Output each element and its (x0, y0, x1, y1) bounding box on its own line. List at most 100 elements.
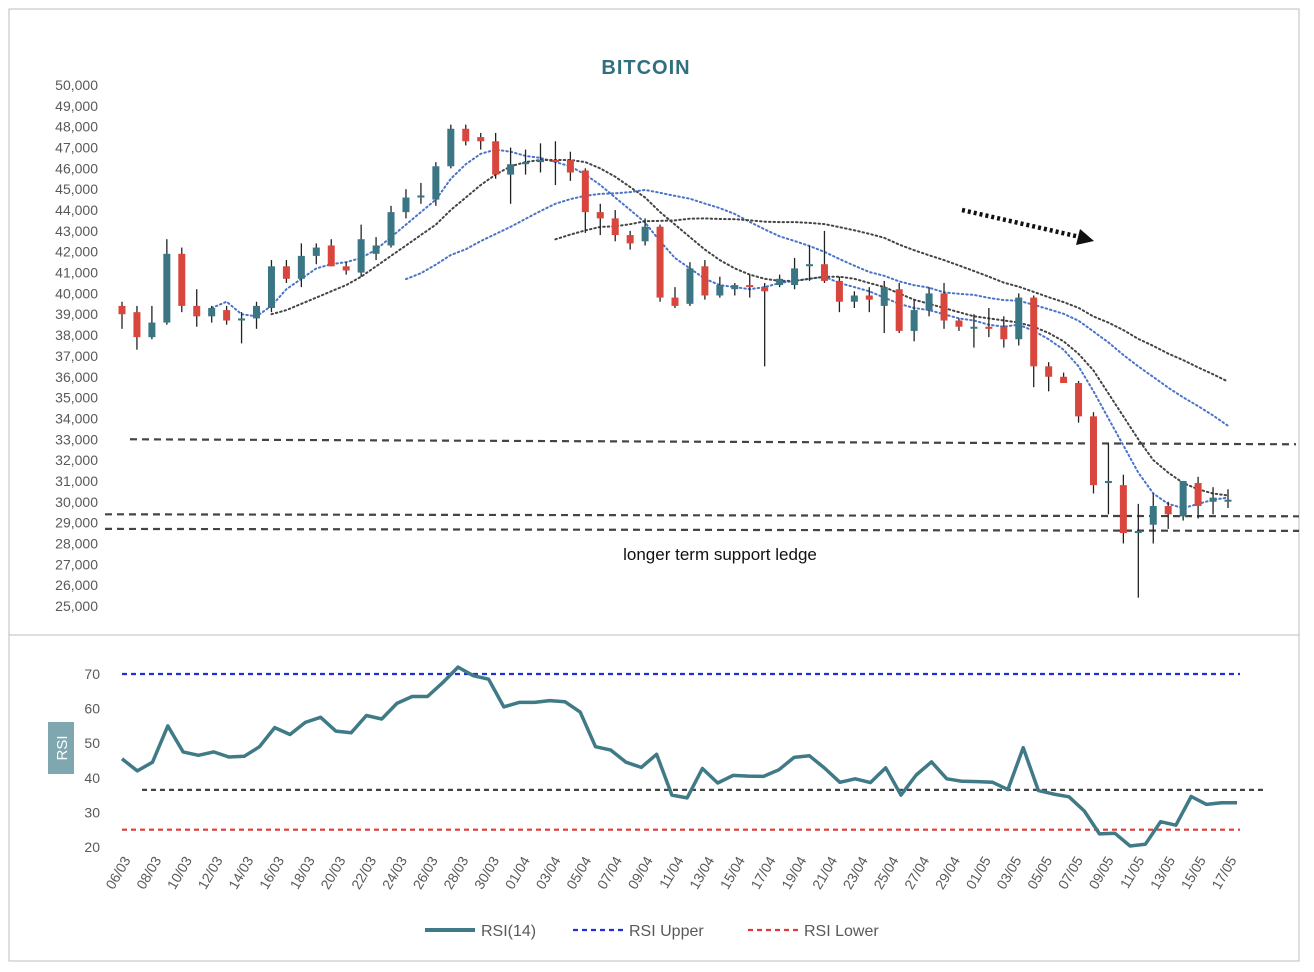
candle-body (970, 326, 978, 329)
candle-body (492, 141, 500, 175)
candle-body (522, 162, 530, 165)
candle-body (477, 137, 485, 142)
legend-label: RSI(14) (481, 923, 536, 940)
candle-body (148, 322, 156, 338)
candle-body (1060, 376, 1068, 384)
candle-body (223, 310, 231, 321)
candle-body (163, 253, 171, 323)
price-tick-label: 47,000 (55, 140, 98, 156)
candlesticks (118, 124, 1232, 598)
price-tick-label: 26,000 (55, 577, 98, 593)
candle-body (1030, 297, 1038, 367)
candle-body (955, 320, 963, 327)
candle-body (357, 239, 365, 273)
candle-body (507, 164, 515, 175)
candle-body (985, 326, 993, 329)
candle-body (1075, 383, 1083, 417)
candle-body (432, 166, 440, 200)
candle-body (238, 318, 246, 321)
ma-slow-dark-line (554, 217, 1229, 383)
price-tick-label: 36,000 (55, 369, 98, 385)
candle-body (806, 264, 814, 267)
candle-body (925, 293, 933, 311)
candle-body (1209, 497, 1217, 502)
candle-body (1000, 326, 1008, 340)
candle-body (596, 212, 604, 219)
candle-body (208, 307, 216, 317)
legend-label: RSI Lower (804, 923, 879, 940)
candle-body (611, 218, 619, 236)
rsi-legend: RSI(14) RSI Upper RSI Lower (425, 923, 879, 940)
rsi-x-axis: 06/03 08/03 10/03 12/03 14/03 16/03 18/03 20/03… (102, 853, 1239, 892)
candle-body (761, 287, 769, 292)
candle-body (626, 235, 634, 244)
chart-title: BITCOIN (601, 57, 690, 79)
candle-body (850, 295, 858, 302)
price-tick-label: 46,000 (55, 160, 98, 176)
candle-body (178, 253, 186, 306)
price-tick-label: 43,000 (55, 223, 98, 239)
rsi-tick-label: 70 (84, 666, 100, 682)
price-tick-label: 25,000 (55, 598, 98, 614)
price-tick-label: 45,000 (55, 181, 98, 197)
candle-body (1149, 505, 1157, 525)
rsi-axis-label: RSI (54, 735, 71, 760)
candle-body (342, 266, 350, 271)
rsi-tick-label: 50 (84, 735, 100, 751)
rsi-line (120, 665, 1237, 848)
candle-body (656, 226, 664, 298)
trend-arrow-head (1076, 229, 1094, 245)
candle-body (193, 305, 201, 317)
candle-body (865, 295, 873, 300)
candle-body (1164, 505, 1172, 515)
candle-body (835, 280, 843, 302)
legend-label: RSI Upper (629, 923, 704, 940)
price-tick-label: 39,000 (55, 306, 98, 322)
candle-body (880, 287, 888, 306)
candle-body (253, 305, 261, 319)
chart-frame (8, 8, 1300, 962)
price-tick-label: 27,000 (55, 556, 98, 572)
support-line (129, 438, 1297, 446)
candle-body (776, 278, 784, 286)
price-tick-label: 33,000 (55, 431, 98, 447)
candle-body (133, 312, 141, 338)
candle-body (820, 264, 828, 281)
ma-slow-blue-line (405, 188, 1229, 427)
price-tick-label: 50,000 (55, 77, 98, 93)
candle-body (1045, 366, 1053, 377)
ma-mid-line (270, 159, 1229, 497)
candle-body (731, 285, 739, 290)
candle-body (297, 255, 305, 279)
price-tick-label: 29,000 (55, 515, 98, 531)
candle-body (686, 268, 694, 304)
rsi-lines (120, 665, 1265, 848)
candle-body (581, 170, 589, 213)
candle-body (671, 297, 679, 306)
candle-body (267, 266, 275, 308)
candle-body (895, 289, 903, 331)
price-tick-label: 48,000 (55, 119, 98, 135)
candle-body (910, 310, 918, 331)
rsi-tick-label: 60 (84, 701, 100, 717)
candle-body (566, 160, 574, 173)
candle-body (1179, 480, 1187, 517)
price-tick-label: 37,000 (55, 348, 98, 364)
candle-body (462, 128, 470, 142)
candle-body (701, 266, 709, 296)
candle-body (1134, 530, 1142, 534)
candle-body (447, 128, 455, 167)
trend-arrow-line (961, 207, 1081, 240)
price-tick-label: 44,000 (55, 202, 98, 218)
candle-body (1224, 499, 1232, 502)
candle-body (746, 285, 754, 288)
price-tick-label: 49,000 (55, 98, 98, 114)
trend-arrow (961, 207, 1094, 245)
candle-body (1104, 480, 1112, 484)
candle-body (940, 293, 948, 321)
rsi-tick-label: 30 (84, 804, 100, 820)
candle-body (791, 268, 799, 286)
price-tick-label: 30,000 (55, 494, 98, 510)
price-tick-label: 31,000 (55, 473, 98, 489)
